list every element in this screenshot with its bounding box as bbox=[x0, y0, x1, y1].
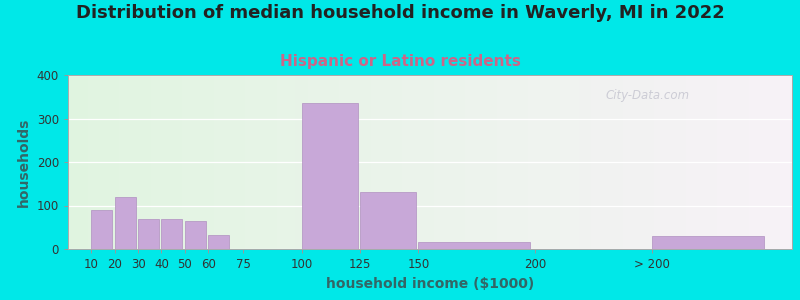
Bar bbox=[652, 236, 764, 249]
Bar bbox=[208, 235, 229, 249]
Bar bbox=[114, 197, 136, 249]
Bar bbox=[185, 221, 206, 249]
X-axis label: household income ($1000): household income ($1000) bbox=[326, 277, 534, 291]
Bar bbox=[138, 218, 159, 249]
Text: Distribution of median household income in Waverly, MI in 2022: Distribution of median household income … bbox=[76, 4, 724, 22]
Bar bbox=[302, 103, 358, 249]
Text: Hispanic or Latino residents: Hispanic or Latino residents bbox=[279, 54, 521, 69]
Bar bbox=[360, 193, 416, 249]
Y-axis label: households: households bbox=[17, 117, 31, 207]
Bar bbox=[162, 218, 182, 249]
Bar bbox=[418, 242, 530, 249]
Bar bbox=[91, 210, 112, 249]
Text: City-Data.com: City-Data.com bbox=[605, 89, 690, 102]
